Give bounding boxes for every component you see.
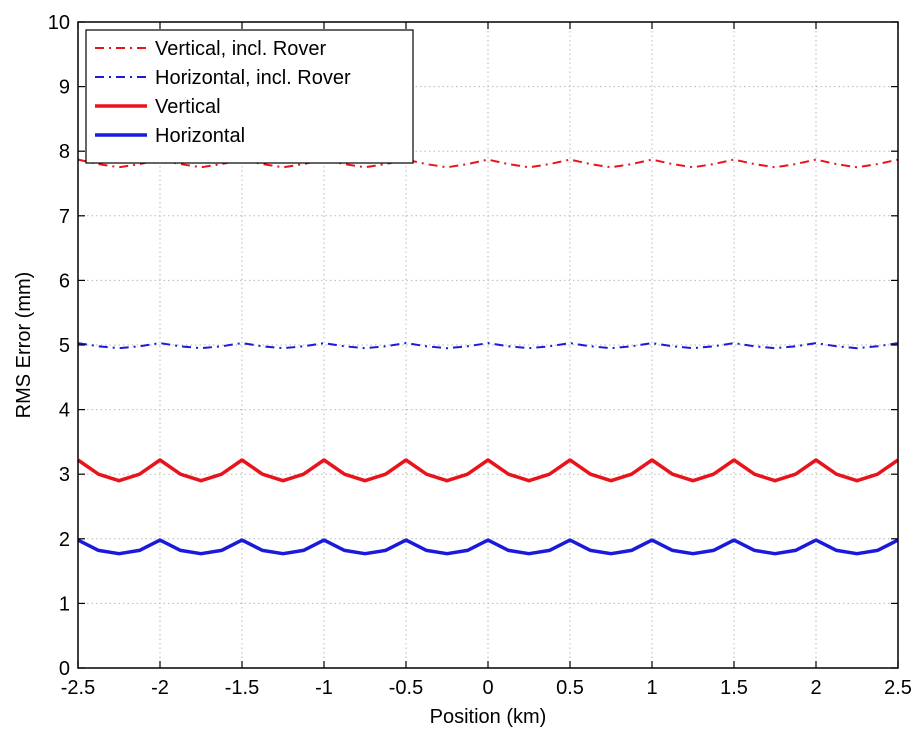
y-tick-label: 7 [59, 206, 70, 228]
y-tick-label: 3 [59, 464, 70, 486]
x-tick-label: -0.5 [389, 677, 423, 699]
legend-box [85, 29, 414, 164]
series-line-horizontal-incl-rover [77, 342, 899, 350]
series-line-horizontal [77, 538, 899, 556]
x-tick-label: -1 [315, 677, 333, 699]
y-tick-label: 4 [59, 400, 70, 422]
y-tick-label: 9 [59, 77, 70, 99]
y-axis-label: RMS Error (mm) [13, 272, 35, 419]
legend-label: Horizontal, incl. Rover [155, 67, 351, 89]
legend-items: Vertical, incl. Rover Horizontal, incl. R… [95, 38, 351, 147]
series-layer [77, 158, 899, 556]
x-tick-label: 2.5 [884, 677, 912, 699]
x-tick-label: 0.5 [556, 677, 584, 699]
legend-label: Vertical, incl. Rover [155, 38, 327, 60]
x-tick-label: -2 [151, 677, 169, 699]
tick-labels: -2.5 -2 -1.5 -1 -0.5 0 0.5 1 1.5 2 2.5 0 1 2 3 4 5 6 7 8 9 10 [48, 12, 912, 699]
y-tick-label: 1 [59, 593, 70, 615]
legend-label: Vertical [155, 96, 221, 118]
series-line-vertical [77, 458, 899, 483]
legend: Vertical, incl. Rover Horizontal, incl. R… [85, 29, 414, 164]
x-tick-label: 2 [810, 677, 821, 699]
y-tick-label: 5 [59, 335, 70, 357]
x-tick-label: -2.5 [61, 677, 95, 699]
y-tick-label: 10 [48, 12, 70, 34]
x-axis-label: Position (km) [430, 706, 547, 728]
legend-label: Horizontal [155, 125, 245, 147]
x-tick-label: 1 [646, 677, 657, 699]
x-tick-label: 1.5 [720, 677, 748, 699]
ticks [77, 21, 899, 669]
y-tick-label: 2 [59, 529, 70, 551]
y-tick-label: 8 [59, 141, 70, 163]
x-tick-label: -1.5 [225, 677, 259, 699]
y-tick-label: 0 [59, 658, 70, 680]
x-tick-label: 0 [482, 677, 493, 699]
series-line-vertical-incl-rover [77, 158, 899, 169]
y-tick-label: 6 [59, 270, 70, 292]
